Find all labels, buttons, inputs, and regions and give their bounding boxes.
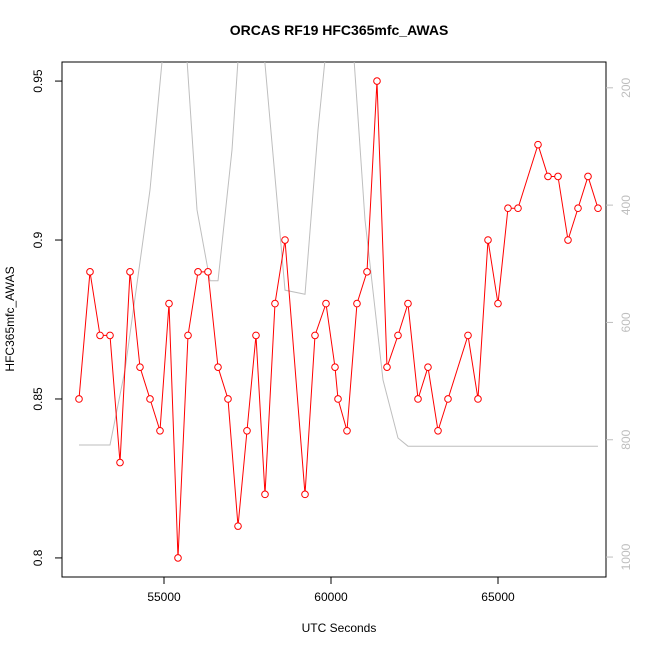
point <box>444 395 452 403</box>
y2-tick-label: 800 <box>619 429 633 449</box>
point <box>96 331 104 340</box>
point <box>146 395 154 403</box>
series-line <box>79 62 598 447</box>
point <box>322 299 330 308</box>
plot-box <box>61 61 607 578</box>
point <box>584 172 592 181</box>
point <box>504 204 512 213</box>
point <box>394 331 402 340</box>
point <box>564 236 572 244</box>
point <box>271 299 279 308</box>
point <box>126 268 134 276</box>
point <box>174 554 182 562</box>
x-tick-label: 55000 <box>147 590 181 604</box>
point <box>156 426 164 435</box>
point <box>404 299 412 308</box>
point <box>261 490 269 499</box>
x-tick-label: 60000 <box>314 590 348 604</box>
point <box>424 363 432 371</box>
point <box>331 363 339 371</box>
plot-area <box>75 62 602 562</box>
point <box>234 522 242 530</box>
point <box>353 299 361 308</box>
point <box>554 172 562 181</box>
point <box>184 331 192 340</box>
point <box>334 395 342 403</box>
point <box>281 236 289 244</box>
point <box>534 140 542 149</box>
point <box>514 204 522 213</box>
point <box>214 363 222 371</box>
point <box>301 490 309 499</box>
point <box>243 426 251 435</box>
point <box>494 299 502 308</box>
point <box>383 363 391 371</box>
point <box>194 268 202 276</box>
y2-tick-label: 1000 <box>619 543 633 570</box>
point <box>373 77 381 85</box>
y2-tick-label: 400 <box>619 195 633 215</box>
point <box>165 299 173 308</box>
x-tick-label: 65000 <box>481 590 515 604</box>
point <box>75 395 83 403</box>
x-axis-label: UTC Seconds <box>302 621 377 635</box>
point <box>414 395 422 403</box>
chart-title: ORCAS RF19 HFC365mfc_AWAS <box>230 22 449 38</box>
point <box>544 172 552 181</box>
point <box>116 458 124 467</box>
y-tick-label: 0.9 <box>31 231 45 248</box>
y-axis-label: HFC365mfc_AWAS <box>3 266 17 371</box>
point <box>434 426 442 435</box>
point <box>363 268 371 276</box>
point <box>464 331 472 340</box>
point <box>574 204 582 213</box>
point <box>311 331 319 340</box>
y-tick-label: 0.8 <box>31 549 45 566</box>
point <box>594 204 602 213</box>
point <box>86 268 94 276</box>
y2-tick-label: 600 <box>619 312 633 332</box>
point <box>204 268 212 276</box>
y-tick-label: 0.95 <box>31 69 45 93</box>
point <box>484 236 492 244</box>
y2-tick-label: 200 <box>619 77 633 97</box>
series-line <box>78 81 599 558</box>
point <box>224 395 232 403</box>
y-tick-label: 0.85 <box>31 387 45 411</box>
point <box>343 426 351 435</box>
point <box>106 331 114 340</box>
point <box>474 395 482 403</box>
point <box>252 331 260 340</box>
point <box>136 363 144 371</box>
